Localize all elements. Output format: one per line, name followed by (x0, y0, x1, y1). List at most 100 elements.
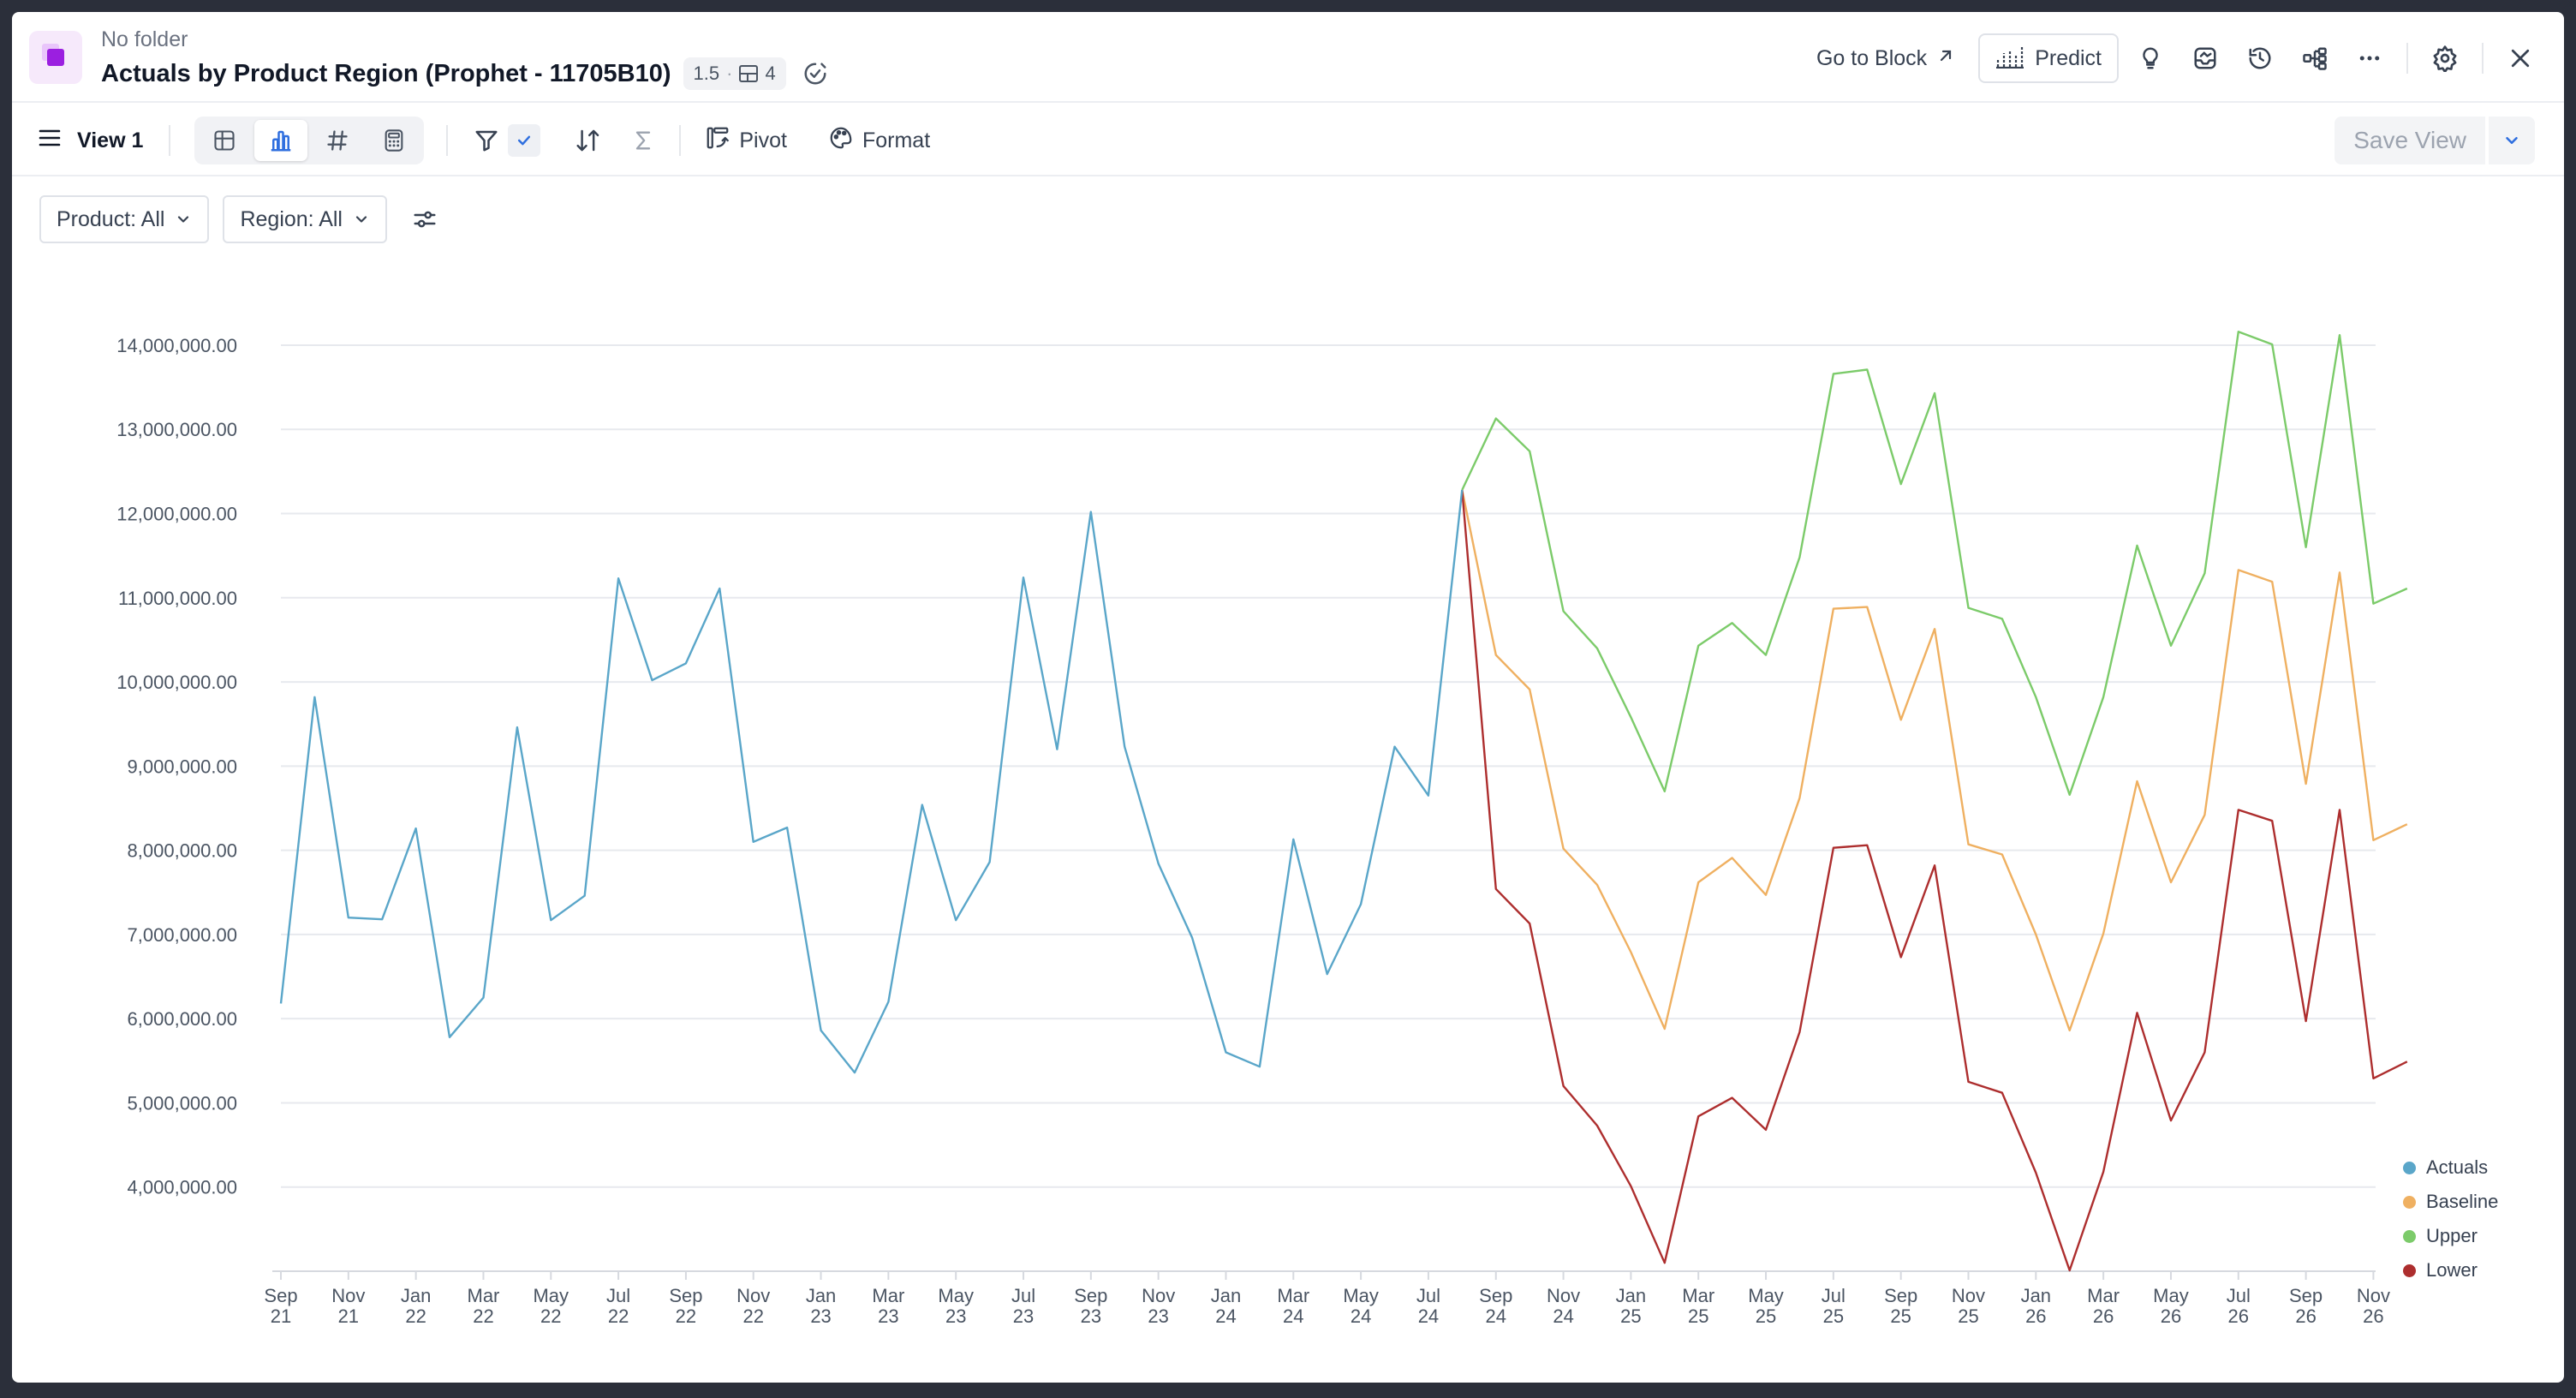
y-tick-label: 14,000,000.00 (116, 335, 237, 356)
verified-badge-icon[interactable] (798, 57, 832, 91)
meta-chip[interactable]: 1.5 · 4 (683, 57, 786, 90)
x-tick-label-month: Mar (2087, 1285, 2120, 1306)
block-count: 4 (765, 63, 776, 84)
series-line-upper (1461, 331, 2408, 796)
x-tick-label-month: Nov (736, 1285, 770, 1306)
meta-separator: · (726, 63, 733, 84)
region-filter[interactable]: Region: All (223, 195, 387, 243)
x-tick-label-year: 25 (1958, 1305, 1978, 1327)
y-tick-label: 13,000,000.00 (116, 419, 237, 440)
x-tick-label-month: May (938, 1285, 974, 1306)
predict-label: Predict (2035, 45, 2102, 70)
x-tick-label-year: 24 (1351, 1305, 1371, 1327)
x-tick-label-month: Jul (606, 1285, 630, 1306)
x-tick-label-month: Jul (1822, 1285, 1846, 1306)
x-tick-label-month: May (1748, 1285, 1784, 1306)
x-tick-label-year: 22 (473, 1305, 493, 1327)
chart-area: 14,000,000.00 13,000,000.00 12,000,000.00 1… (12, 286, 2564, 1383)
x-tick-label-month: Jan (401, 1285, 431, 1306)
folder-label[interactable]: No folder (101, 27, 188, 51)
x-tick-label-month: Jan (806, 1285, 836, 1306)
view-selector[interactable]: View 1 (38, 128, 152, 154)
chart-view-button[interactable] (254, 120, 308, 161)
x-tick-label-year: 22 (742, 1305, 763, 1327)
arrow-up-right-icon (1935, 45, 1956, 72)
chevron-down-icon (178, 216, 189, 223)
y-tick-label: 4,000,000.00 (128, 1177, 237, 1198)
version-label: 1.5 (693, 63, 720, 84)
chevron-down-icon (355, 216, 367, 223)
line-chart[interactable]: 14,000,000.00 13,000,000.00 12,000,000.00 1… (12, 286, 2564, 1383)
format-button[interactable]: Format (820, 116, 939, 164)
x-tick-label-year: 26 (2025, 1305, 2046, 1327)
inbox-icon[interactable] (2182, 34, 2228, 82)
header-divider-2 (2482, 43, 2484, 74)
x-tick-label-month: Jan (1616, 1285, 1646, 1306)
x-tick-label-month: Sep (1479, 1285, 1512, 1306)
save-view-dropdown[interactable] (2489, 116, 2535, 164)
x-tick-label-year: 25 (1823, 1305, 1844, 1327)
calculator-view-button[interactable] (367, 120, 420, 161)
legend-label: Upper (2426, 1225, 2478, 1246)
x-tick-label-year: 26 (2161, 1305, 2181, 1327)
table-view-button[interactable] (198, 120, 251, 161)
y-tick-label: 11,000,000.00 (118, 588, 237, 609)
tree-icon[interactable] (2292, 34, 2338, 82)
x-tick-label-month: May (2153, 1285, 2189, 1306)
y-tick-label: 8,000,000.00 (128, 840, 237, 862)
title-row: Actuals by Product Region (Prophet - 117… (101, 57, 832, 91)
legend-item-baseline[interactable]: Baseline (2403, 1191, 2498, 1213)
x-tick-label-month: Nov (1952, 1285, 1985, 1306)
x-tick-label-year: 22 (405, 1305, 426, 1327)
filter-toggle (470, 116, 541, 164)
x-tick-label-year: 21 (338, 1305, 359, 1327)
x-tick-label-month: Jan (2021, 1285, 2051, 1306)
close-icon[interactable] (2497, 34, 2543, 82)
x-tick-label-month: Mar (1682, 1285, 1714, 1306)
filter-icon[interactable] (470, 116, 503, 164)
page-title[interactable]: Actuals by Product Region (Prophet - 117… (101, 59, 671, 87)
x-tick-label-month: May (533, 1285, 569, 1306)
x-tick-label-year: 26 (2228, 1305, 2249, 1327)
format-label: Format (862, 128, 931, 152)
x-tick-label-year: 26 (2363, 1305, 2383, 1327)
save-view-button[interactable]: Save View (2334, 116, 2485, 164)
legend-label: Baseline (2426, 1191, 2499, 1212)
gear-icon[interactable] (2422, 34, 2468, 82)
series-line-baseline (1461, 489, 2408, 1032)
filter-check-icon[interactable] (508, 124, 541, 157)
pivot-button[interactable]: Pivot (696, 116, 796, 164)
predict-button[interactable]: Predict (1978, 33, 2119, 83)
block-icon (29, 31, 82, 84)
x-tick-label-year: 24 (1418, 1305, 1439, 1327)
x-tick-label-year: 24 (1553, 1305, 1573, 1327)
legend-item-actuals[interactable]: Actuals (2403, 1156, 2498, 1179)
x-tick-label-month: Sep (669, 1285, 702, 1306)
sigma-icon[interactable] (623, 116, 664, 164)
legend-dot (2403, 1195, 2416, 1209)
product-filter-label: Product: All (57, 206, 165, 231)
x-tick-label-month: Nov (331, 1285, 365, 1306)
x-tick-label-month: May (1343, 1285, 1379, 1306)
filter-settings-icon[interactable] (401, 195, 449, 243)
toolbar: View 1 (12, 105, 2564, 176)
x-tick-label-month: Mar (1277, 1285, 1309, 1306)
number-view-button[interactable] (311, 120, 364, 161)
view-name: View 1 (77, 128, 144, 152)
legend-item-lower[interactable]: Lower (2403, 1259, 2498, 1282)
history-icon[interactable] (2237, 34, 2283, 82)
more-icon[interactable] (2346, 34, 2393, 82)
x-tick-label-year: 22 (540, 1305, 561, 1327)
y-tick-label: 10,000,000.00 (116, 672, 237, 693)
x-tick-label-year: 26 (2295, 1305, 2316, 1327)
sort-icon[interactable] (566, 116, 611, 164)
y-tick-label: 5,000,000.00 (128, 1092, 237, 1114)
legend-item-upper[interactable]: Upper (2403, 1225, 2498, 1247)
predict-chart-icon (1995, 43, 2024, 75)
toolbar-left: View 1 (38, 116, 939, 164)
lightbulb-icon[interactable] (2127, 34, 2174, 82)
x-tick-label-month: Mar (872, 1285, 904, 1306)
go-to-block-link[interactable]: Go to Block (1803, 34, 1970, 82)
product-filter[interactable]: Product: All (39, 195, 210, 243)
x-tick-label-year: 22 (676, 1305, 696, 1327)
